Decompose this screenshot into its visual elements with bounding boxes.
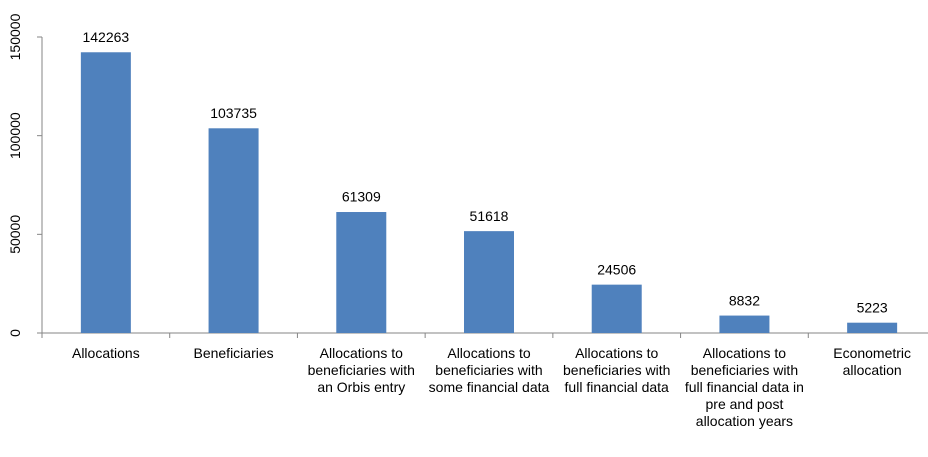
data-label: 103735 (210, 105, 257, 121)
x-tick-label: Econometric allocation (833, 345, 912, 378)
bar (719, 315, 770, 333)
data-label: 142263 (82, 29, 129, 45)
bar (208, 128, 259, 333)
data-label: 8832 (729, 292, 760, 308)
y-tick-label: 100000 (7, 112, 23, 159)
x-tick-label: Allocations to beneficiaries with an Orb… (307, 345, 415, 395)
bar (80, 52, 131, 334)
x-tick-label: Allocations to beneficiaries with full f… (684, 345, 804, 429)
bar (464, 231, 514, 333)
bar (847, 322, 898, 333)
y-tick-label: 150000 (7, 13, 23, 60)
y-tick-label: 50000 (7, 215, 23, 254)
x-tick-label: Beneficiaries (193, 345, 274, 361)
x-tick-label: Allocations to beneficiaries with some f… (428, 345, 550, 395)
y-tick-label: 0 (7, 329, 23, 337)
data-label: 5223 (857, 299, 888, 315)
bar (336, 212, 387, 333)
x-tick-label: Allocations to beneficiaries with full f… (563, 345, 671, 395)
bar (591, 284, 642, 333)
data-label: 51618 (470, 208, 509, 224)
data-label: 61309 (342, 189, 381, 205)
data-label: 24506 (597, 261, 636, 277)
x-tick-label: Allocations (71, 345, 140, 361)
